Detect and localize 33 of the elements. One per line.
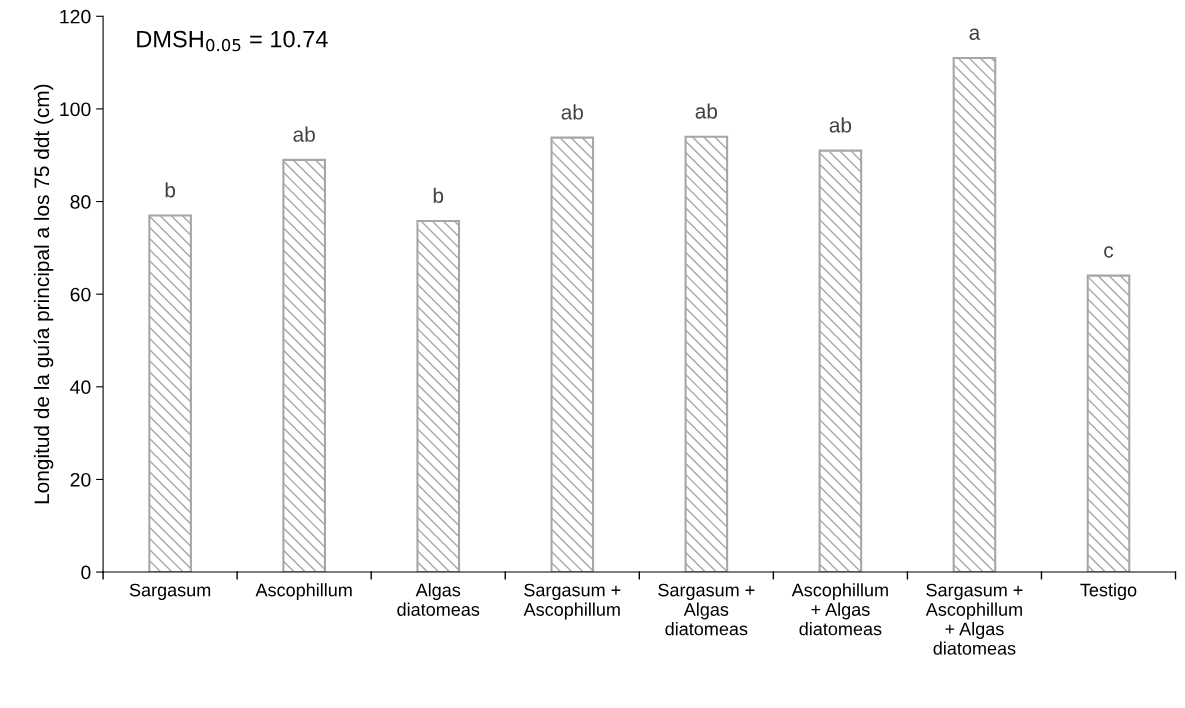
bar <box>282 158 326 573</box>
bar <box>818 149 863 573</box>
y-tick-label: 40 <box>70 380 91 395</box>
data-label: ab <box>695 103 718 119</box>
bar <box>952 56 997 573</box>
x-tick-label: Ascophillum <box>255 583 352 601</box>
bar <box>550 136 595 573</box>
y-tick-label: 120 <box>60 9 91 24</box>
data-label: b <box>165 182 176 198</box>
y-tick-label: 60 <box>70 287 91 302</box>
data-label: a <box>969 28 981 40</box>
data-label: ab <box>829 117 852 133</box>
y-tick-label: 100 <box>60 102 91 117</box>
data-label: c <box>1104 246 1114 258</box>
bar <box>148 214 192 573</box>
y-tick-label: 80 <box>70 195 91 209</box>
annotation: DMSH$_{0.05}$ = 10.74 <box>137 30 328 52</box>
x-tick-label: Sargasum + Ascophillum <box>523 583 621 620</box>
x-tick-label: Sargasum + Algas diatomeas <box>658 583 755 636</box>
data-label: ab <box>561 104 583 120</box>
x-tick-label: Ascophillum + Algas diatomeas <box>791 583 888 636</box>
data-label: ab <box>293 126 315 142</box>
y-tick-label: 0 <box>81 565 91 580</box>
bar <box>684 135 729 573</box>
x-tick-label: Algas diatomeas <box>397 583 480 616</box>
x-tick-label: Sargasum + Ascophillum + Algas diatomeas <box>925 583 1023 655</box>
bar <box>1086 274 1131 573</box>
y-axis-title: Longitud de la guía principal a los 75 ddt (cm) <box>33 84 54 504</box>
data-label: b <box>433 187 444 203</box>
bar <box>416 219 461 573</box>
y-tick-label: 20 <box>70 472 91 487</box>
x-tick-label: Testigo <box>1080 583 1137 601</box>
x-tick-label: Sargasum <box>129 583 211 601</box>
